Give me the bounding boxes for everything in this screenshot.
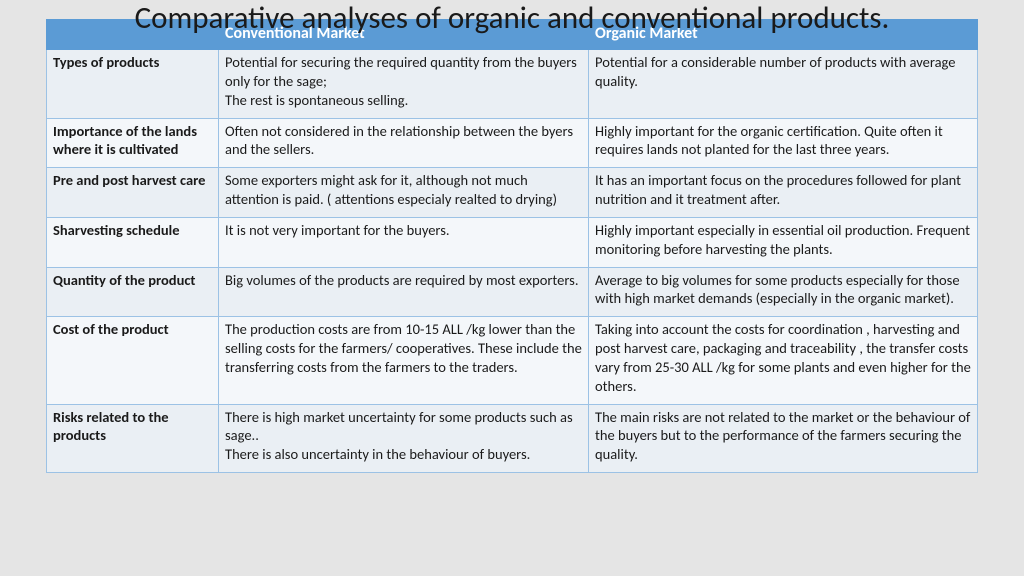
table-row: Types of productsPotential for securing … [47,49,978,118]
table-row: Sharvesting scheduleIt is not very impor… [47,217,978,267]
cell-organic: It has an important focus on the procedu… [589,168,978,218]
table-row: Importance of the lands where it is cult… [47,118,978,168]
row-label: Importance of the lands where it is cult… [47,118,219,168]
cell-conventional: Big volumes of the products are required… [219,267,589,317]
comparison-table-wrap: Conventional Market Organic Market Types… [0,19,1024,473]
cell-conventional: There is high market uncertainty for som… [219,404,589,473]
cell-organic: Taking into account the costs for coordi… [589,317,978,404]
table-row: Quantity of the productBig volumes of th… [47,267,978,317]
row-label: Risks related to the products [47,404,219,473]
cell-organic: The main risks are not related to the ma… [589,404,978,473]
table-row: Pre and post harvest careSome exporters … [47,168,978,218]
cell-organic: Average to big volumes for some products… [589,267,978,317]
cell-conventional: Some exporters might ask for it, althoug… [219,168,589,218]
row-label: Quantity of the product [47,267,219,317]
cell-organic: Highly important especially in essential… [589,217,978,267]
cell-organic: Highly important for the organic certifi… [589,118,978,168]
row-label: Sharvesting schedule [47,217,219,267]
cell-organic: Potential for a considerable number of p… [589,49,978,118]
table-row: Risks related to the productsThere is hi… [47,404,978,473]
table-row: Cost of the productThe production costs … [47,317,978,404]
cell-conventional: Potential for securing the required quan… [219,49,589,118]
row-label: Cost of the product [47,317,219,404]
comparison-table: Conventional Market Organic Market Types… [46,19,978,473]
table-body: Types of productsPotential for securing … [47,49,978,472]
row-label: Pre and post harvest care [47,168,219,218]
cell-conventional: Often not considered in the relationship… [219,118,589,168]
cell-conventional: The production costs are from 10-15 ALL … [219,317,589,404]
row-label: Types of products [47,49,219,118]
page-title: Comparative analyses of organic and conv… [0,0,1024,37]
cell-conventional: It is not very important for the buyers. [219,217,589,267]
